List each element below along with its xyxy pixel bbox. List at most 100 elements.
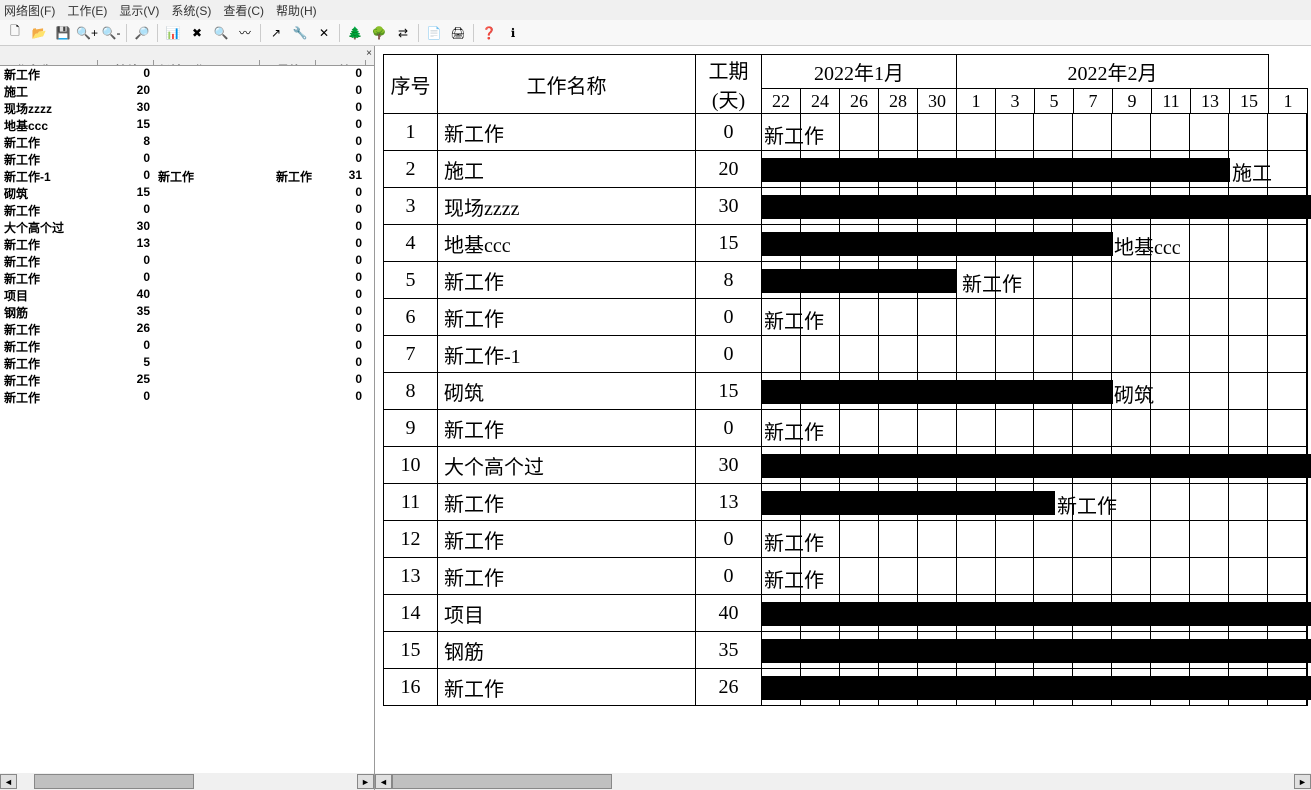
- tools-button[interactable]: 🔧: [289, 22, 311, 44]
- swap-button[interactable]: ⇄: [392, 22, 414, 44]
- gantt-row[interactable]: 6新工作0新工作: [384, 299, 1308, 336]
- task-row[interactable]: 新工作00: [0, 66, 374, 83]
- menu-item[interactable]: 工作(E): [67, 2, 107, 18]
- gantt-dur: 15: [696, 373, 762, 410]
- task-name: 新工作: [0, 338, 98, 355]
- find-button[interactable]: 🔎: [131, 22, 153, 44]
- treeR-button[interactable]: 🌳: [368, 22, 390, 44]
- task-row[interactable]: 地基ccc150: [0, 117, 374, 134]
- menu-item[interactable]: 系统(S): [171, 2, 211, 18]
- task-row[interactable]: 新工作-10新工作新工作31: [0, 168, 374, 185]
- gantt-bar-label: 新工作: [962, 268, 1022, 297]
- task-row[interactable]: 新工作00: [0, 270, 374, 287]
- scroll-thumb[interactable]: [392, 774, 612, 789]
- close-icon[interactable]: ×: [366, 48, 372, 59]
- task-row[interactable]: 现场zzzz300: [0, 100, 374, 117]
- task-row[interactable]: 新工作80: [0, 134, 374, 151]
- gantt-bar[interactable]: [762, 676, 1311, 700]
- gantt-row[interactable]: 4地基ccc15地基ccc: [384, 225, 1308, 262]
- task-duration: 0: [98, 66, 154, 83]
- gantt-row[interactable]: 16新工作26: [384, 669, 1308, 706]
- gantt-row[interactable]: 12新工作0新工作: [384, 521, 1308, 558]
- gantt-bar[interactable]: [762, 158, 1230, 182]
- gantt-row[interactable]: 14项目40: [384, 595, 1308, 632]
- scroll-left-icon[interactable]: ◄: [0, 774, 17, 789]
- gantt-row[interactable]: 2施工20施工: [384, 151, 1308, 188]
- col-header-name[interactable]: 工作名称: [0, 60, 98, 65]
- menu-item[interactable]: 网络图(F): [4, 2, 55, 18]
- about-button[interactable]: ℹ: [502, 22, 524, 44]
- task-row[interactable]: 大个高个过300: [0, 219, 374, 236]
- task-row[interactable]: 新工作250: [0, 372, 374, 389]
- gantt-bar-label: 新工作: [764, 120, 824, 149]
- right-scrollbar[interactable]: ◄ ►: [375, 773, 1311, 790]
- preview-button[interactable]: 📄: [423, 22, 445, 44]
- print-button[interactable]: 🖨: [447, 22, 469, 44]
- gantt-bar[interactable]: [762, 454, 1311, 478]
- task-predecessor: [154, 202, 260, 219]
- task-row[interactable]: 新工作00: [0, 389, 374, 406]
- task-row[interactable]: 砌筑150: [0, 185, 374, 202]
- menu-item[interactable]: 帮助(H): [276, 2, 317, 18]
- gantt-bar[interactable]: [762, 602, 1311, 626]
- help-button[interactable]: ❓: [478, 22, 500, 44]
- cross-button[interactable]: ✕: [313, 22, 335, 44]
- col-header-predecessor[interactable]: 紧前工作: [154, 60, 260, 65]
- task-predecessor: [154, 66, 260, 83]
- chart-button[interactable]: 📊: [162, 22, 184, 44]
- task-final: [260, 355, 316, 372]
- scroll-left-icon[interactable]: ◄: [375, 774, 392, 789]
- path-button[interactable]: 〰: [234, 22, 256, 44]
- menu-item[interactable]: 显示(V): [119, 2, 159, 18]
- task-row[interactable]: 钢筋350: [0, 304, 374, 321]
- task-row[interactable]: 新工作00: [0, 202, 374, 219]
- task-row[interactable]: 新工作50: [0, 355, 374, 372]
- search-button[interactable]: 🔍: [210, 22, 232, 44]
- save-button[interactable]: 💾: [52, 22, 74, 44]
- gantt-row[interactable]: 9新工作0新工作: [384, 410, 1308, 447]
- scroll-right-icon[interactable]: ►: [1294, 774, 1311, 789]
- gantt-seq: 5: [384, 262, 438, 299]
- zoomout-button[interactable]: 🔍-: [100, 22, 122, 44]
- new-button[interactable]: 🗋: [4, 22, 26, 44]
- gantt-row[interactable]: 11新工作13新工作: [384, 484, 1308, 521]
- task-final: [260, 304, 316, 321]
- gantt-row[interactable]: 10大个高个过30: [384, 447, 1308, 484]
- menu-item[interactable]: 查看(C): [223, 2, 264, 18]
- gantt-bar[interactable]: [762, 269, 957, 293]
- gantt-row[interactable]: 7新工作-10: [384, 336, 1308, 373]
- gantt-row[interactable]: 8砌筑15砌筑: [384, 373, 1308, 410]
- treeL-button[interactable]: 🌲: [344, 22, 366, 44]
- delete-button[interactable]: ✖: [186, 22, 208, 44]
- gantt-header-date: 11: [1152, 89, 1191, 114]
- task-row[interactable]: 新工作00: [0, 151, 374, 168]
- gantt-bar[interactable]: [762, 639, 1311, 663]
- col-header-duration[interactable]: 持续...: [98, 60, 154, 65]
- zoomin-button[interactable]: 🔍+: [76, 22, 98, 44]
- task-predecessor: [154, 287, 260, 304]
- scroll-right-icon[interactable]: ►: [357, 774, 374, 789]
- gantt-row[interactable]: 1新工作0新工作: [384, 114, 1308, 151]
- gantt-bar[interactable]: [762, 380, 1113, 404]
- gantt-row[interactable]: 15钢筋35: [384, 632, 1308, 669]
- task-row[interactable]: 项目400: [0, 287, 374, 304]
- scroll-thumb[interactable]: [34, 774, 194, 789]
- gantt-name: 现场zzzz: [438, 188, 696, 225]
- gantt-bar[interactable]: [762, 232, 1113, 256]
- task-row[interactable]: 新工作260: [0, 321, 374, 338]
- col-header-start[interactable]: 开始...: [316, 60, 366, 65]
- task-predecessor: [154, 185, 260, 202]
- task-row[interactable]: 新工作00: [0, 253, 374, 270]
- task-row[interactable]: 施工200: [0, 83, 374, 100]
- arrow-button[interactable]: ↗: [265, 22, 287, 44]
- gantt-row[interactable]: 13新工作0新工作: [384, 558, 1308, 595]
- gantt-bar[interactable]: [762, 491, 1055, 515]
- open-button[interactable]: 📂: [28, 22, 50, 44]
- gantt-row[interactable]: 3现场zzzz30: [384, 188, 1308, 225]
- gantt-bar[interactable]: [762, 195, 1311, 219]
- col-header-final[interactable]: 最终...: [260, 60, 316, 65]
- gantt-row[interactable]: 5新工作8新工作: [384, 262, 1308, 299]
- task-row[interactable]: 新工作130: [0, 236, 374, 253]
- task-row[interactable]: 新工作00: [0, 338, 374, 355]
- left-scrollbar[interactable]: ◄ ►: [0, 773, 374, 790]
